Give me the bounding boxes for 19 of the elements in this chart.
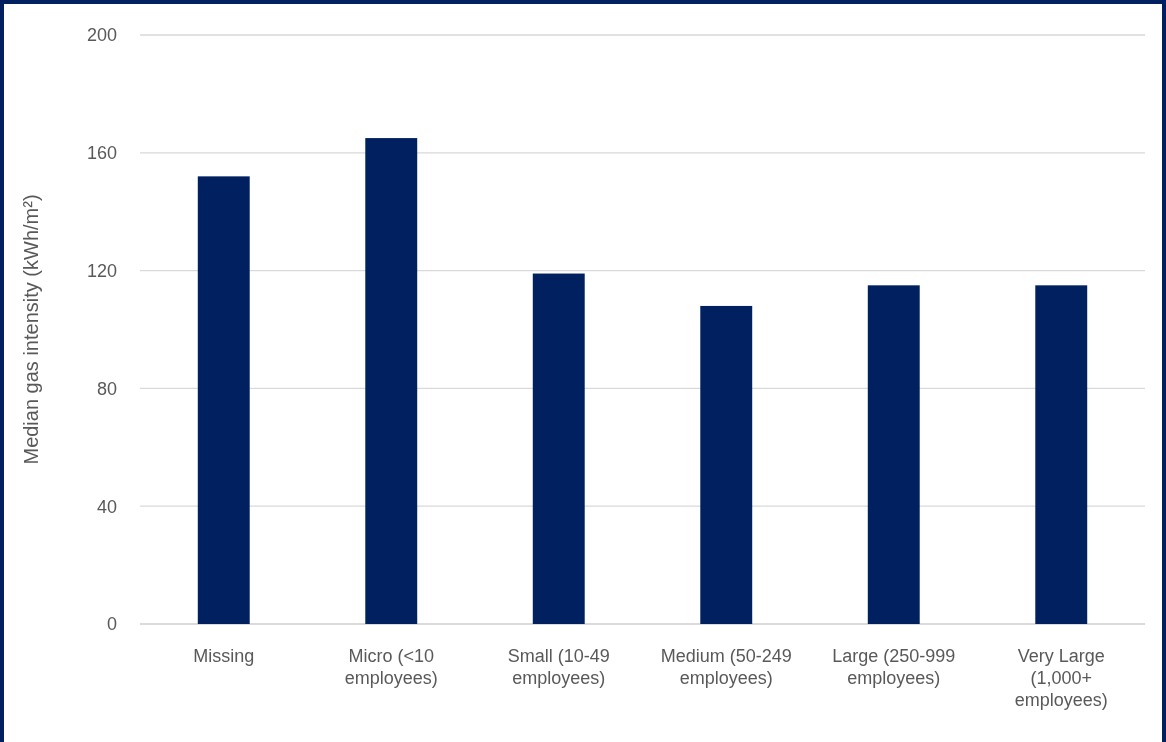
y-axis-title: Median gas intensity (kWh/m²) — [20, 194, 42, 465]
bar — [867, 285, 920, 624]
bar — [532, 273, 585, 624]
x-tick-label: Small (10-49 employees) — [507, 646, 610, 688]
x-tick-label: Micro (<10 employees) — [344, 646, 438, 688]
y-tick-label: 0 — [106, 614, 117, 635]
x-tick-label: Very Large (1,000+ employees) — [1014, 646, 1108, 710]
bar — [197, 176, 250, 624]
y-tick-label: 80 — [96, 378, 117, 399]
x-tick-label: Medium (50-249 employees) — [660, 646, 792, 688]
x-tick-label: Missing — [193, 646, 255, 666]
y-tick-label: 120 — [86, 260, 117, 281]
bar — [365, 138, 418, 624]
y-tick-label: 40 — [96, 496, 117, 517]
bar — [1035, 285, 1088, 624]
y-tick-label: 200 — [86, 25, 117, 46]
bar — [700, 305, 753, 624]
y-tick-label: 160 — [86, 143, 117, 164]
x-tick-label: Large (250-999 employees) — [832, 646, 956, 688]
